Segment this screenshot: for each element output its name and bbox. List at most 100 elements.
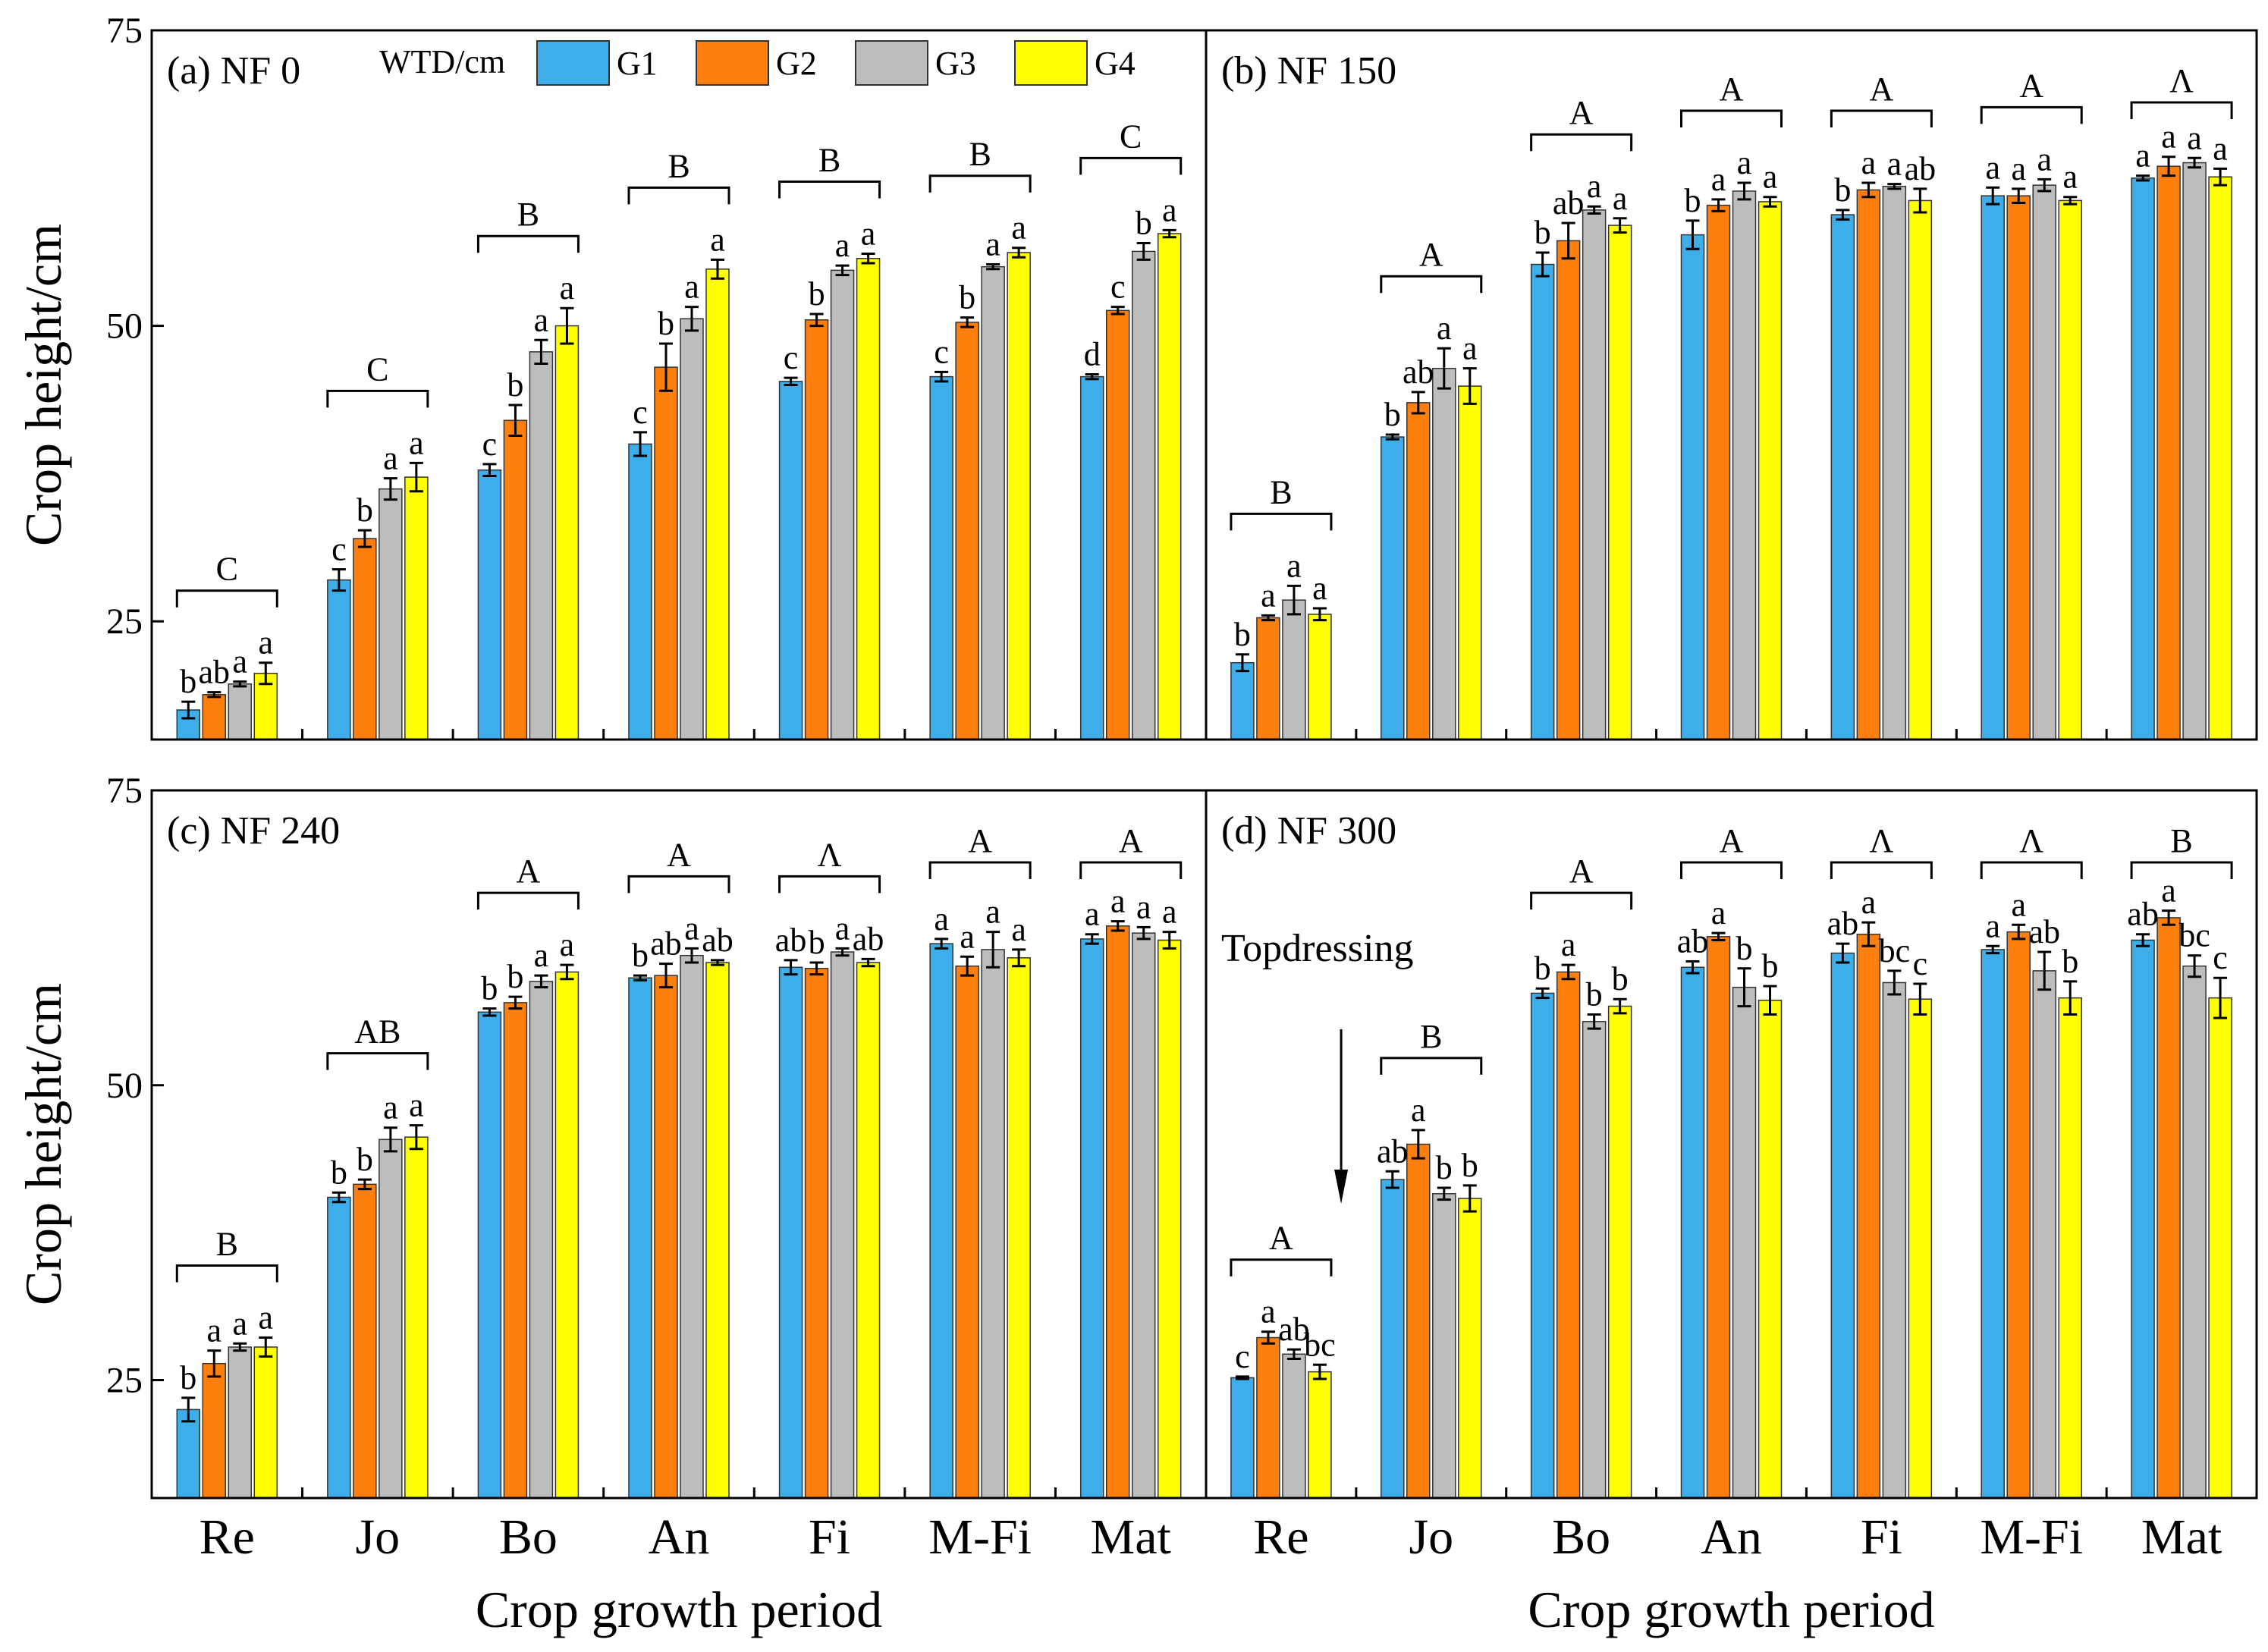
bar-g1: [1981, 195, 2005, 740]
bar-g2: [654, 975, 678, 1499]
bar-g2: [804, 319, 829, 740]
bar-g4: [404, 476, 429, 740]
significance-letter: b: [809, 275, 825, 312]
bar-g3: [680, 318, 704, 740]
significance-letter: b: [180, 1359, 196, 1396]
significance-letter: a: [2011, 886, 2026, 923]
significance-letter: c: [2213, 939, 2228, 976]
significance-letter: a: [710, 221, 725, 258]
bar-g3: [1282, 599, 1306, 740]
bar-g3: [830, 269, 855, 740]
bar-g4: [1758, 1000, 1783, 1499]
bars-layer: [176, 155, 2232, 1499]
significance-letter: a: [684, 909, 699, 947]
significance-letter: a: [985, 894, 1000, 931]
group-bracket: [1380, 275, 1483, 294]
y-tick-label: 75: [106, 771, 143, 811]
bar-g1: [2131, 939, 2155, 1499]
bar-g4: [1308, 614, 1332, 740]
bar-g4: [1908, 998, 1933, 1499]
significance-letter: a: [534, 301, 549, 338]
panel-frame: [150, 29, 2258, 741]
bar-g3: [1882, 185, 1907, 740]
group-bracket: [476, 891, 580, 910]
bar-g4: [554, 325, 580, 740]
significance-letter: a: [259, 624, 274, 661]
legend-entry-g1: G1: [617, 45, 658, 82]
significance-letter: a: [1162, 191, 1177, 228]
axes-layer: [150, 29, 2258, 1500]
bar-g3: [379, 1138, 403, 1499]
group-bracket: [1980, 861, 2083, 879]
panel-1: [1230, 155, 2232, 740]
significance-letter: a: [1861, 144, 1877, 181]
bar-g4: [705, 962, 730, 1499]
bar-g1: [1079, 938, 1104, 1499]
bar-g1: [1830, 952, 1855, 1499]
panel-label: (b) NF 150: [1221, 49, 1396, 93]
significance-letter: a: [934, 900, 949, 937]
legend: WTD/cm G1 G2 G3 G4: [379, 40, 1136, 86]
significance-letter: a: [409, 424, 424, 461]
group-letter: B: [1270, 473, 1292, 510]
bar-g4: [554, 971, 580, 1499]
group-letter: A: [1269, 1220, 1293, 1257]
group-bracket: [1530, 133, 1633, 152]
group-letter: B: [216, 1226, 238, 1263]
group-bracket: [2130, 861, 2233, 879]
significance-letter: a: [684, 269, 699, 306]
group-bracket: [326, 1052, 429, 1070]
significance-letter: b: [1586, 975, 1603, 1013]
legend-swatch-g2: [696, 40, 769, 86]
significance-letter: b: [1136, 205, 1152, 242]
bar-g2: [353, 538, 377, 740]
x-category-label: Bo: [499, 1509, 558, 1565]
bar-g3: [2182, 965, 2207, 1499]
x-axis-title: Crop growth period: [476, 1581, 882, 1638]
bar-g3: [2032, 184, 2056, 740]
x-category-label: Mat: [2141, 1509, 2222, 1565]
significance-letter: b: [1736, 930, 1753, 967]
group-letter: A: [1720, 822, 1744, 859]
bar-g2: [1856, 933, 1881, 1499]
group-letter: C: [216, 551, 238, 588]
bar-g3: [2182, 162, 2207, 740]
significance-letter: a: [207, 1312, 222, 1349]
bar-g1: [477, 469, 502, 740]
significance-letter: b: [632, 937, 649, 974]
significance-letter: b: [507, 366, 523, 404]
significance-letter: b: [1834, 171, 1851, 209]
bar-g1: [929, 943, 953, 1499]
bar-g2: [1105, 309, 1130, 740]
group-bracket: [627, 186, 730, 205]
x-category-label: Jo: [356, 1509, 401, 1565]
significance-letter: b: [1535, 214, 1551, 251]
significance-letter: b: [1612, 960, 1629, 997]
significance-letter: a: [2037, 140, 2052, 177]
legend-swatch-g4: [1014, 40, 1088, 86]
legend-entry-g3: G3: [935, 45, 976, 82]
significance-letter: a: [1985, 907, 2000, 944]
significance-letter: a: [1985, 149, 2000, 186]
significance-letter: ab: [1827, 905, 1859, 942]
bar-g4: [1458, 385, 1482, 740]
bar-g3: [981, 949, 1005, 1499]
bar-g4: [1007, 252, 1031, 740]
group-letter: A: [1720, 71, 1744, 108]
significance-letter: a: [1312, 570, 1327, 607]
significance-letter: a: [1561, 926, 1576, 963]
group-bracket: [175, 1264, 278, 1283]
bar-g2: [353, 1183, 377, 1499]
group-letter: C: [1120, 118, 1142, 155]
bar-g1: [929, 375, 953, 740]
bar-g3: [1131, 932, 1156, 1499]
group-letter: C: [366, 350, 388, 388]
significance-letter: a: [1011, 209, 1026, 247]
significance-letter: b: [331, 1154, 347, 1191]
y-tick-label: 50: [106, 306, 143, 347]
x-category-label: Mat: [1091, 1509, 1171, 1565]
bar-g1: [327, 579, 351, 740]
bar-g4: [2058, 997, 2082, 1499]
bar-g4: [2058, 199, 2082, 740]
significance-letter: a: [1136, 888, 1151, 925]
